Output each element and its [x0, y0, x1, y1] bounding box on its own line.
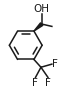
Polygon shape	[34, 23, 43, 31]
Text: OH: OH	[34, 4, 50, 14]
Text: F: F	[52, 59, 58, 69]
Text: F: F	[45, 78, 51, 88]
Text: F: F	[32, 78, 38, 88]
